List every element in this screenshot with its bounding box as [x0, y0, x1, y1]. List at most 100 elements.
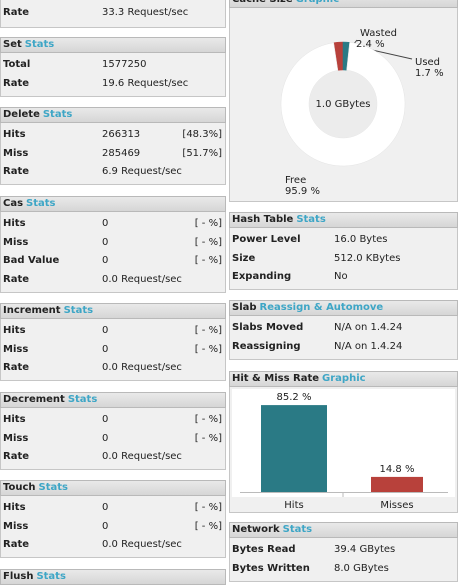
row-value: 0	[102, 432, 109, 444]
panel-body	[0, 495, 226, 559]
panel-link[interactable]: Reassign & Automove	[259, 302, 384, 313]
row-percent: [ - %]	[194, 343, 222, 355]
row-value: 0	[102, 414, 109, 425]
row-label: Power Level	[232, 234, 301, 245]
row-label: Rate	[3, 166, 30, 178]
panel-header: Delete Stats	[0, 107, 226, 123]
row-percent: [ - %]	[194, 255, 222, 267]
panel-title: Cache Size	[232, 0, 293, 5]
panel-body	[0, 211, 226, 294]
row-value: 0	[102, 236, 109, 248]
panel-link[interactable]: Stats	[67, 394, 98, 405]
panel-body	[0, 122, 226, 186]
row-label: Bytes Read	[232, 544, 296, 555]
donut-segment	[280, 42, 406, 167]
panel-link[interactable]: Graphic	[322, 373, 366, 384]
row-label: Miss	[3, 236, 29, 248]
row-label: Rate	[3, 7, 30, 18]
donut-center-label: 1.0 GBytes	[316, 99, 371, 110]
row-label: Slabs Moved	[232, 322, 304, 333]
panel-body	[0, 318, 226, 382]
row-value: 16.0 Bytes	[334, 234, 388, 245]
row-percent: [ - %]	[194, 432, 222, 444]
row-label: Expanding	[232, 271, 292, 283]
bar	[261, 405, 327, 492]
panel-title: Hash Table	[232, 214, 294, 225]
panel-header: Network Stats	[229, 522, 458, 538]
panel-header: Cas Stats	[0, 196, 226, 212]
panel-header: Touch Stats	[0, 480, 226, 496]
panel-header: Set Stats	[0, 37, 226, 53]
row-value: 0	[102, 520, 109, 532]
row-value: 8.0 GBytes	[334, 562, 389, 574]
bar	[371, 476, 423, 492]
panel-link[interactable]: Graphic	[296, 0, 340, 5]
panel-link[interactable]: Stats	[36, 571, 66, 582]
slice-value-label: 1.7 %	[415, 68, 444, 79]
row-value: 0.0 Request/sec	[102, 274, 182, 286]
row-value: 512.0 KBytes	[334, 252, 401, 264]
row-label: Miss	[3, 147, 29, 159]
row-value: 0.0 Request/sec	[102, 362, 182, 374]
panel-link[interactable]: Stats	[24, 39, 55, 50]
row-label: Hits	[3, 414, 26, 425]
panel-title: Delete	[3, 109, 40, 120]
bar-value-label: 14.8 %	[380, 464, 415, 475]
panel-title: Increment	[3, 305, 61, 316]
panel-body	[0, 52, 226, 97]
row-label: Total	[3, 59, 31, 70]
row-label: Rate	[3, 539, 30, 551]
panel-link[interactable]: Stats	[282, 524, 313, 535]
row-value: N/A on 1.4.24	[334, 322, 403, 333]
row-percent: [ - %]	[194, 502, 222, 513]
row-percent: [ - %]	[194, 236, 222, 248]
panel-header: Increment Stats	[0, 303, 226, 319]
row-label: Hits	[3, 325, 26, 336]
row-value: No	[334, 271, 348, 283]
row-label: Miss	[3, 432, 29, 444]
row-percent: [ - %]	[194, 520, 222, 532]
row-value: 39.4 GBytes	[334, 544, 396, 555]
row-value: 0	[102, 255, 109, 267]
row-value: N/A on 1.4.24	[334, 340, 403, 352]
row-label: Rate	[3, 362, 30, 374]
row-label: Bad Value	[3, 255, 60, 267]
row-label: Miss	[3, 343, 29, 355]
panel-title: Flush	[3, 571, 34, 582]
panel-link[interactable]: Stats	[63, 305, 94, 316]
panel-body	[229, 227, 458, 291]
row-label: Miss	[3, 520, 29, 532]
bar-value-label: 85.2 %	[277, 392, 312, 403]
panel-header: Hit & Miss Rate Graphic	[229, 371, 458, 387]
panel-title: Slab	[232, 302, 257, 313]
row-label: Size	[232, 252, 256, 264]
row-label: Hits	[3, 129, 26, 140]
slice-label: Wasted	[360, 28, 397, 39]
row-label: Rate	[3, 77, 30, 89]
donut-hole	[309, 70, 377, 138]
panel-body	[0, 0, 226, 28]
panel-title: Cas	[3, 198, 24, 209]
row-label: Hits	[3, 218, 26, 229]
row-value: 0	[102, 325, 109, 336]
slice-label: Used	[415, 57, 440, 68]
panel-title: Set	[3, 39, 22, 50]
panel-link[interactable]: Stats	[42, 109, 73, 120]
row-percent: [48.3%]	[182, 129, 222, 140]
panel-link[interactable]: Stats	[26, 198, 56, 209]
slice-value-label: 2.4 %	[356, 39, 385, 50]
row-label: Rate	[3, 451, 30, 463]
x-tick-label: Misses	[380, 500, 413, 511]
panel-title: Touch	[3, 482, 36, 493]
panel-title: Hit & Miss Rate	[232, 373, 320, 384]
row-value: 266313	[102, 129, 141, 140]
row-percent: [ - %]	[194, 325, 222, 336]
row-label: Rate	[3, 274, 30, 286]
row-value: 0	[102, 343, 109, 355]
panel-link[interactable]: Stats	[38, 482, 68, 493]
panel-link[interactable]: Stats	[296, 214, 326, 225]
row-percent: [ - %]	[194, 218, 222, 229]
panel-header: Decrement Stats	[0, 392, 226, 408]
